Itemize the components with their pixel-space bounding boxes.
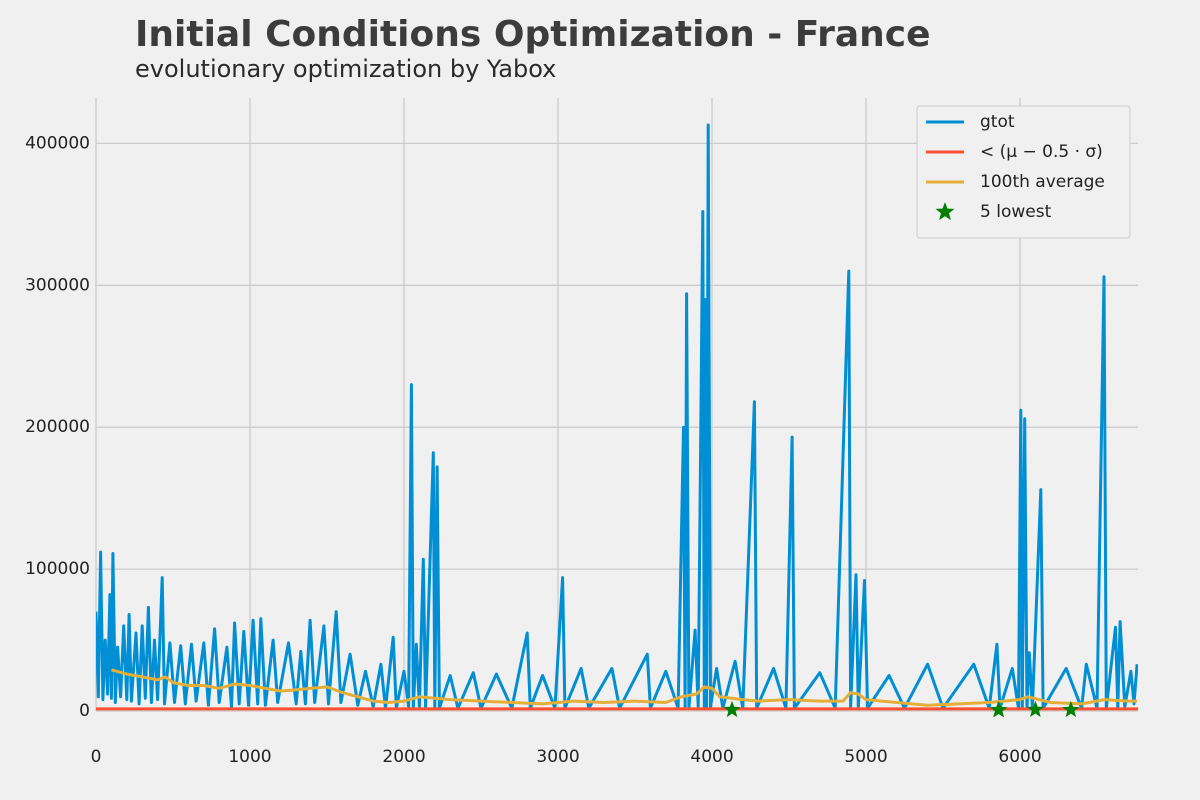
x-tick-label: 3000 xyxy=(536,747,579,767)
x-tick-label: 6000 xyxy=(998,747,1041,767)
star-marker xyxy=(723,700,741,718)
x-tick-label: 0 xyxy=(91,747,102,767)
y-tick-label: 100000 xyxy=(25,559,90,579)
star-marker xyxy=(990,701,1008,718)
x-tick-label: 1000 xyxy=(228,747,271,767)
legend-label: < (μ − 0.5 · σ) xyxy=(980,142,1103,162)
plot xyxy=(96,123,1138,718)
legend-label: 100th average xyxy=(980,172,1105,192)
chart-title: Initial Conditions Optimization - France xyxy=(135,14,931,55)
x-tick-label: 4000 xyxy=(690,747,733,767)
y-tick-label: 0 xyxy=(79,701,90,721)
series-line xyxy=(110,668,1138,707)
legend-box xyxy=(916,105,1131,239)
legend-label: gtot xyxy=(980,112,1015,132)
y-tick-label: 400000 xyxy=(25,133,90,153)
y-tick-label: 200000 xyxy=(25,417,90,437)
chart-subtitle: evolutionary optimization by Yabox xyxy=(135,55,556,83)
y-tick-label: 300000 xyxy=(25,275,90,295)
x-tick-label: 5000 xyxy=(844,747,887,767)
x-tick-label: 2000 xyxy=(382,747,425,767)
star-marker xyxy=(1026,700,1044,717)
star-marker xyxy=(1062,700,1080,718)
legend-label: 5 lowest xyxy=(980,202,1052,222)
legend-marker xyxy=(935,202,955,221)
